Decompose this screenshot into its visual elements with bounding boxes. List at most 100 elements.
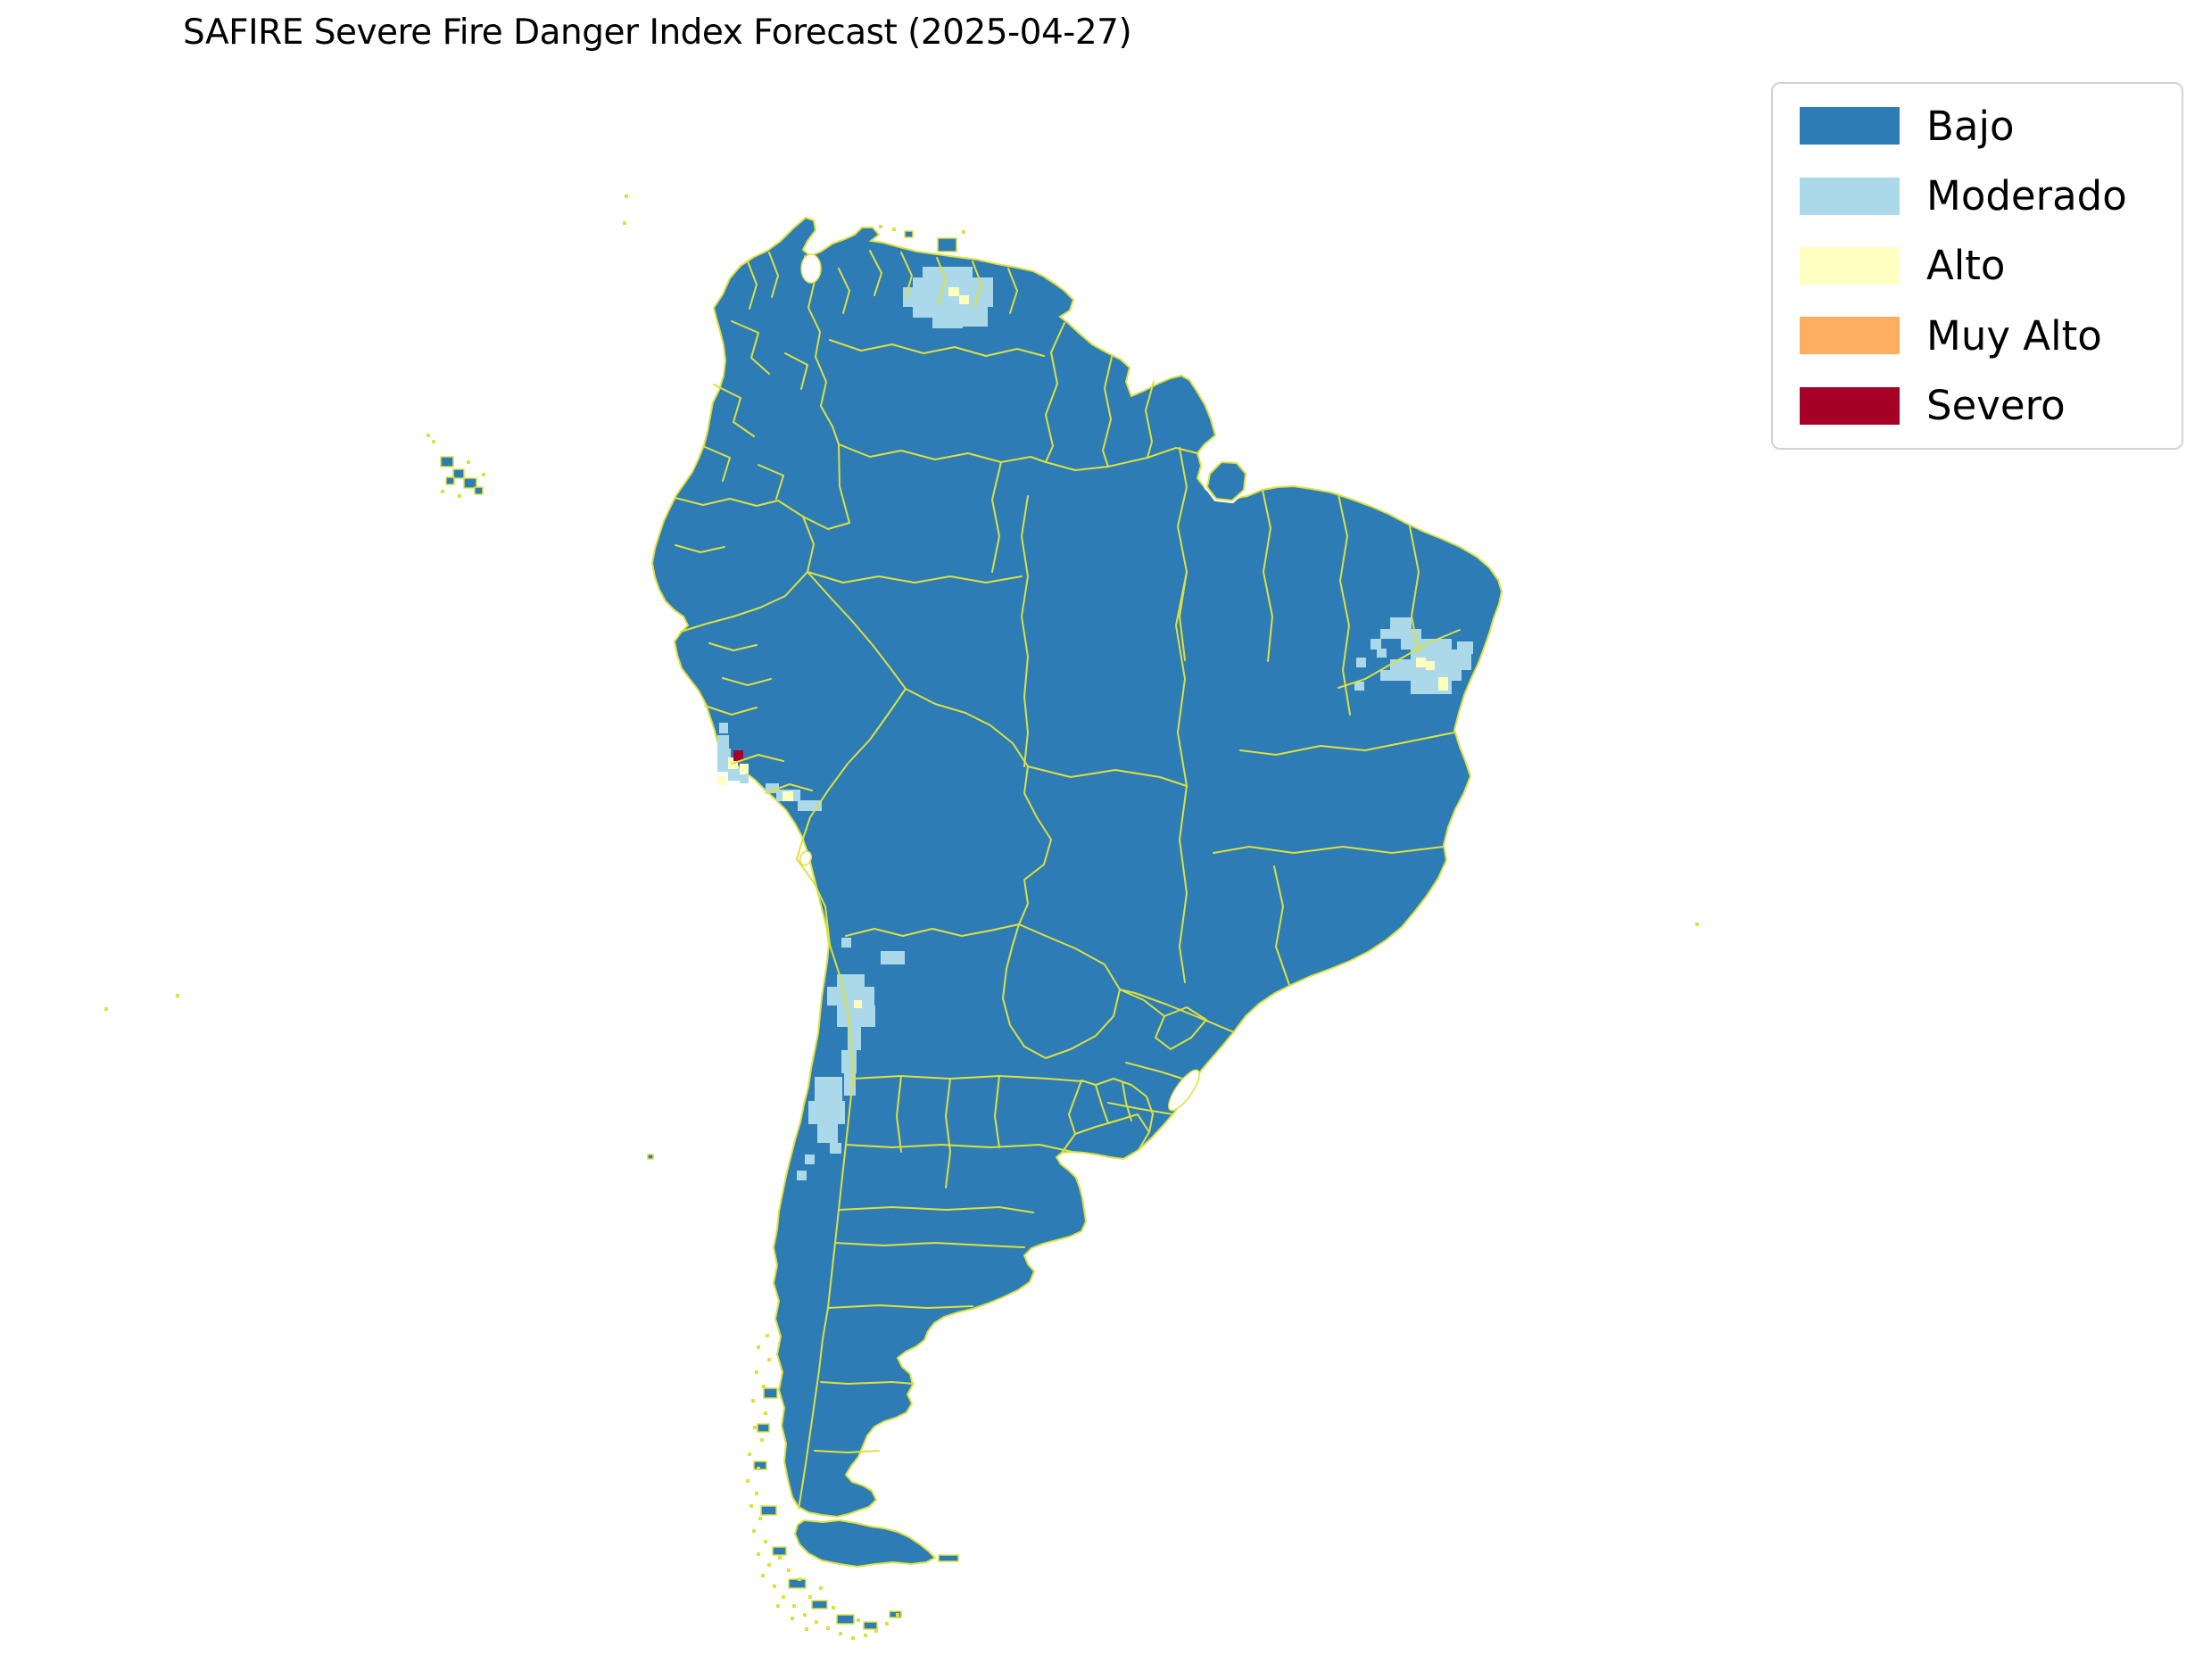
lake xyxy=(1168,1069,1200,1112)
island-speck xyxy=(767,1358,771,1361)
island-speck xyxy=(767,1563,771,1567)
small-islands xyxy=(104,194,1699,1640)
island-speck xyxy=(757,1345,760,1349)
island-speck xyxy=(803,1613,807,1617)
islet xyxy=(760,1505,777,1516)
islet xyxy=(889,1610,902,1618)
island-speck xyxy=(104,1007,108,1011)
island-speck xyxy=(746,1479,749,1483)
danger-cell-alto xyxy=(959,295,969,304)
danger-cell-alto xyxy=(1426,661,1435,670)
island-speck xyxy=(885,1622,889,1626)
landmass xyxy=(650,216,1503,1568)
island-speck xyxy=(826,1626,830,1630)
tierra-del-fuego-island xyxy=(793,1519,937,1568)
danger-cell-moderado xyxy=(830,1143,841,1154)
danger-cell-moderado xyxy=(805,1154,815,1164)
danger-cell-severo xyxy=(733,750,743,761)
island-speck xyxy=(176,994,179,997)
islet xyxy=(445,476,455,485)
legend-item: Moderado xyxy=(1773,163,2182,229)
island-speck xyxy=(467,460,470,464)
legend-item: Bajo xyxy=(1773,93,2182,159)
danger-cell-moderado xyxy=(1457,641,1473,654)
danger-cell-moderado xyxy=(1377,649,1387,658)
legend-item: Alto xyxy=(1773,233,2182,299)
islet xyxy=(763,1387,778,1399)
islet xyxy=(452,468,465,479)
legend-item: Severo xyxy=(1773,373,2182,439)
island-speck xyxy=(482,473,485,476)
danger-cell-moderado xyxy=(1354,682,1364,691)
island-speck xyxy=(426,434,430,437)
islet xyxy=(440,456,454,468)
danger-cell-moderado xyxy=(841,938,851,948)
island-speck xyxy=(819,1586,823,1590)
danger-cell-alto xyxy=(1416,658,1426,667)
islet xyxy=(938,1554,959,1562)
legend: Bajo Moderado Alto Muy Alto Severo xyxy=(1771,82,2183,450)
danger-cell-moderado xyxy=(766,783,779,793)
lake xyxy=(799,850,813,866)
legend-swatch xyxy=(1800,246,1900,285)
island-speck xyxy=(892,228,896,231)
mainland-landmass xyxy=(650,216,1503,1519)
island-speck xyxy=(751,1399,755,1403)
island-speck xyxy=(441,490,444,493)
danger-cell-moderado xyxy=(982,277,993,287)
danger-cell-alto xyxy=(740,764,749,774)
danger-cell-moderado xyxy=(717,749,731,772)
danger-cell-alto xyxy=(717,776,726,785)
islet xyxy=(772,1546,787,1556)
island-speck xyxy=(458,494,461,498)
islet xyxy=(836,1614,855,1625)
island-speck xyxy=(757,1552,760,1556)
islet xyxy=(788,1578,807,1589)
island-speck xyxy=(760,1438,764,1442)
island-speck xyxy=(839,1632,842,1635)
danger-cell-moderado xyxy=(1411,650,1471,659)
danger-cell-moderado xyxy=(841,1050,857,1073)
danger-cell-moderado xyxy=(923,267,973,277)
danger-cell-moderado xyxy=(963,307,988,327)
marajo-island xyxy=(1205,460,1247,502)
islet xyxy=(863,1621,878,1630)
island-speck xyxy=(851,1636,855,1640)
island-speck xyxy=(864,1634,867,1637)
danger-cell-moderado xyxy=(808,1101,845,1124)
danger-cell-moderado xyxy=(1380,670,1401,681)
island-speck xyxy=(798,1577,801,1581)
island-speck xyxy=(755,1492,758,1495)
island-speck xyxy=(432,440,435,443)
danger-cell-moderado xyxy=(973,287,993,297)
islet xyxy=(811,1600,828,1610)
danger-cell-moderado xyxy=(827,987,874,1006)
danger-cell-moderado xyxy=(913,307,973,318)
island-speck xyxy=(815,1620,818,1624)
island-speck xyxy=(625,194,628,198)
danger-cell-moderado xyxy=(719,723,728,733)
danger-cell-moderado xyxy=(815,1077,842,1101)
lake xyxy=(800,253,822,284)
island-speck xyxy=(787,1568,791,1572)
legend-label: Severo xyxy=(1926,382,2066,430)
danger-cell-moderado xyxy=(837,974,865,987)
legend-swatch xyxy=(1800,107,1900,145)
islet xyxy=(757,1423,770,1433)
island-speck xyxy=(896,1613,899,1617)
legend-item: Muy Alto xyxy=(1773,302,2182,368)
legend-swatch xyxy=(1800,386,1900,425)
lakes xyxy=(799,253,1200,1112)
legend-swatch xyxy=(1800,177,1900,215)
island-speck xyxy=(776,1604,780,1608)
island-speck xyxy=(758,1517,762,1520)
island-speck xyxy=(755,1370,758,1374)
island-speck xyxy=(764,1540,767,1543)
map-title: SAFIRE Severe Fire Danger Index Forecast… xyxy=(183,12,1132,53)
island-speck xyxy=(832,1606,835,1610)
danger-cell-moderado xyxy=(844,1073,856,1096)
danger-cell-moderado xyxy=(913,277,983,287)
island-speck xyxy=(778,1556,782,1560)
